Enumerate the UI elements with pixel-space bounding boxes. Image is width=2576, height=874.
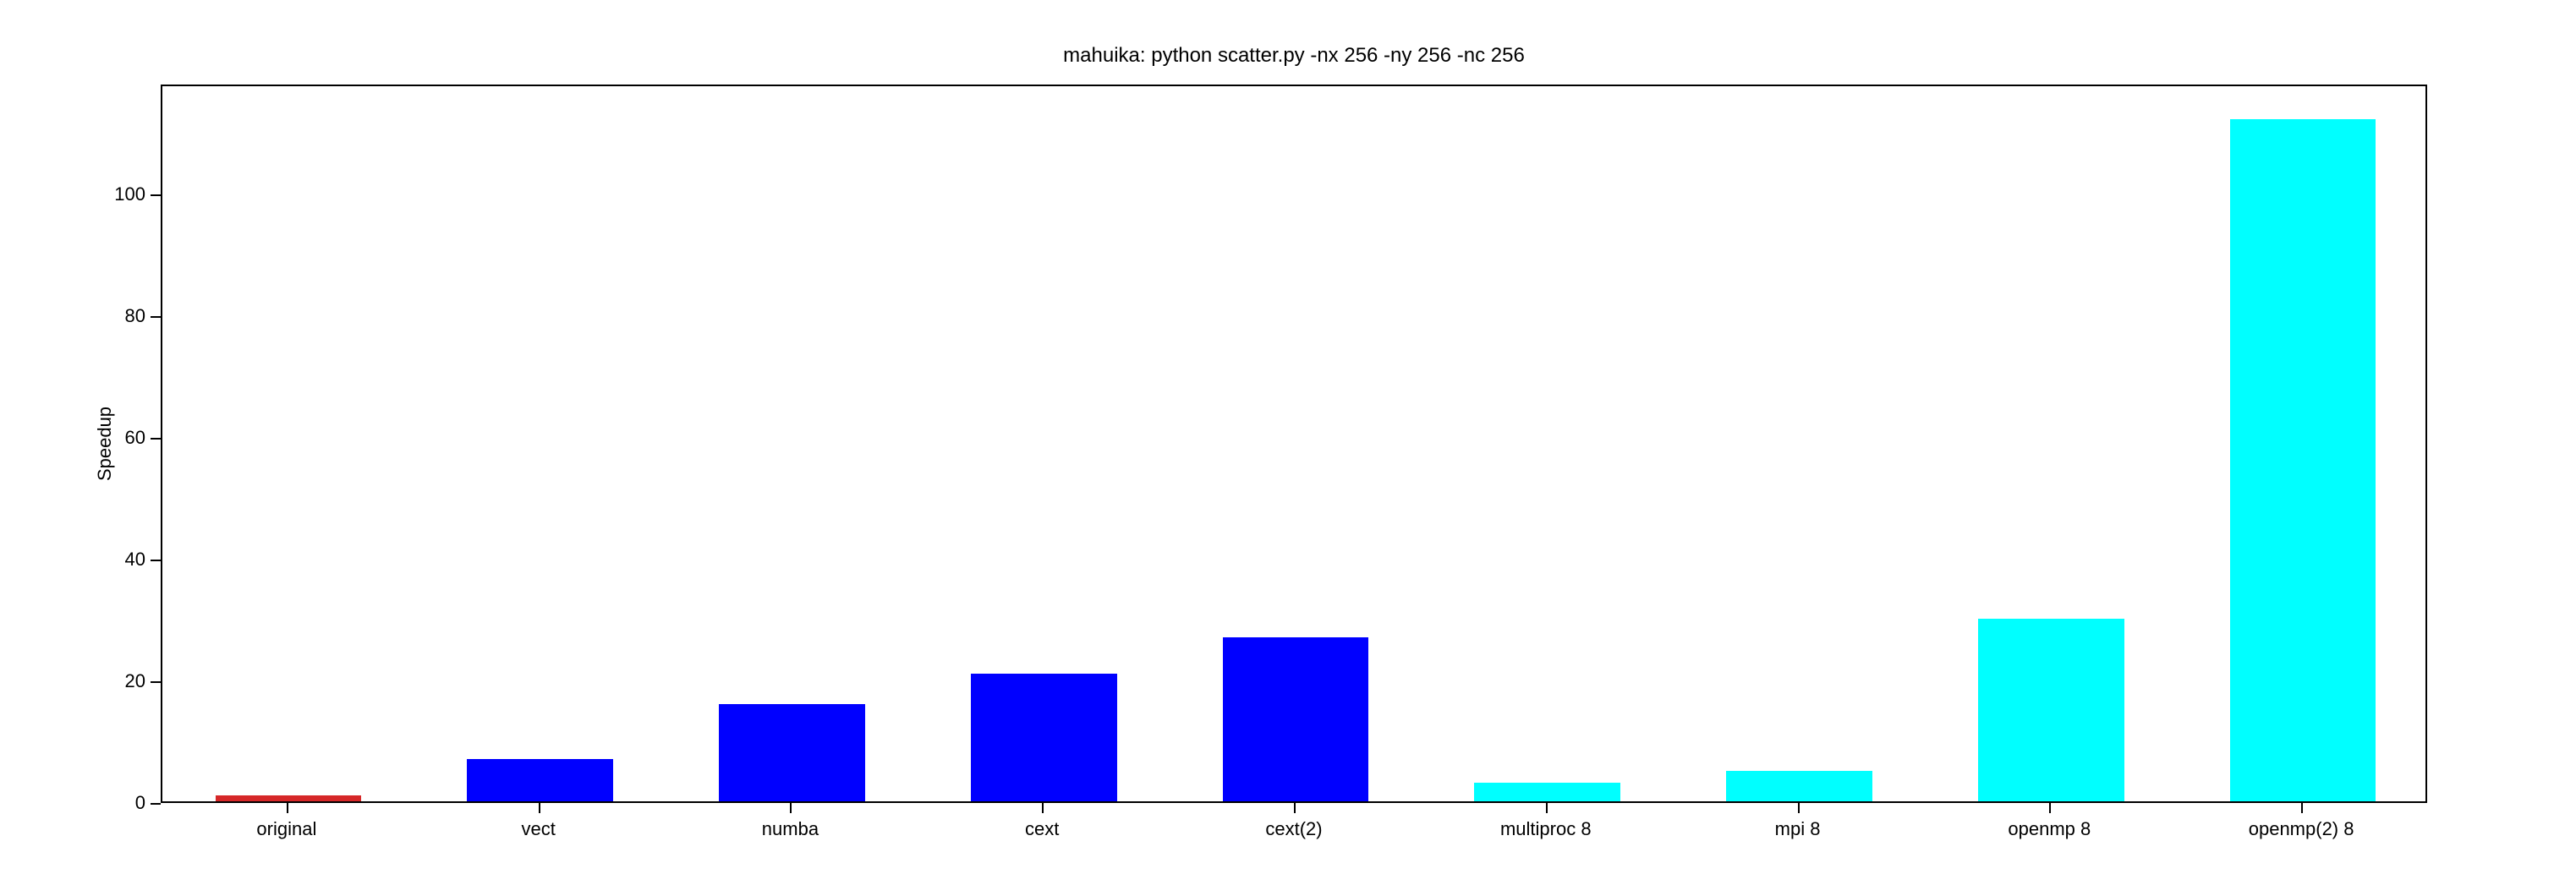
x-tick bbox=[2301, 803, 2303, 813]
x-tick-label: openmp 8 bbox=[2008, 818, 2091, 840]
x-tick bbox=[287, 803, 288, 813]
y-tick bbox=[151, 560, 161, 561]
y-tick bbox=[151, 438, 161, 440]
bar bbox=[971, 674, 1117, 801]
y-tick-label: 20 bbox=[125, 670, 145, 692]
y-tick bbox=[151, 194, 161, 196]
y-tick-label: 0 bbox=[135, 792, 145, 814]
x-tick bbox=[790, 803, 792, 813]
y-tick-label: 60 bbox=[125, 427, 145, 449]
bar bbox=[2230, 119, 2376, 801]
x-tick bbox=[1294, 803, 1296, 813]
speedup-bar-chart: mahuika: python scatter.py -nx 256 -ny 2… bbox=[161, 85, 2427, 803]
bar bbox=[216, 795, 362, 801]
bar bbox=[1726, 771, 1872, 801]
x-tick-label: multiproc 8 bbox=[1500, 818, 1592, 840]
bar bbox=[1223, 637, 1369, 801]
x-tick-label: cext(2) bbox=[1265, 818, 1322, 840]
y-axis-label: Speedup bbox=[94, 407, 116, 481]
x-tick-label: openmp(2) 8 bbox=[2249, 818, 2354, 840]
y-tick-label: 80 bbox=[125, 305, 145, 327]
x-tick-label: original bbox=[256, 818, 316, 840]
x-tick-label: mpi 8 bbox=[1775, 818, 1821, 840]
y-tick bbox=[151, 316, 161, 318]
plot-area bbox=[161, 85, 2427, 803]
x-tick bbox=[539, 803, 540, 813]
y-tick bbox=[151, 681, 161, 683]
x-tick bbox=[1546, 803, 1548, 813]
x-tick bbox=[2049, 803, 2051, 813]
y-tick-label: 40 bbox=[125, 549, 145, 571]
bar bbox=[1474, 783, 1620, 801]
bar bbox=[1978, 619, 2124, 801]
bar bbox=[719, 704, 865, 801]
bar bbox=[467, 759, 613, 801]
chart-title: mahuika: python scatter.py -nx 256 -ny 2… bbox=[1063, 44, 1525, 68]
y-tick-label: 100 bbox=[114, 183, 145, 205]
x-tick bbox=[1042, 803, 1044, 813]
y-tick bbox=[151, 803, 161, 805]
x-tick-label: numba bbox=[762, 818, 819, 840]
x-tick bbox=[1798, 803, 1800, 813]
x-tick-label: cext bbox=[1025, 818, 1059, 840]
x-tick-label: vect bbox=[521, 818, 555, 840]
